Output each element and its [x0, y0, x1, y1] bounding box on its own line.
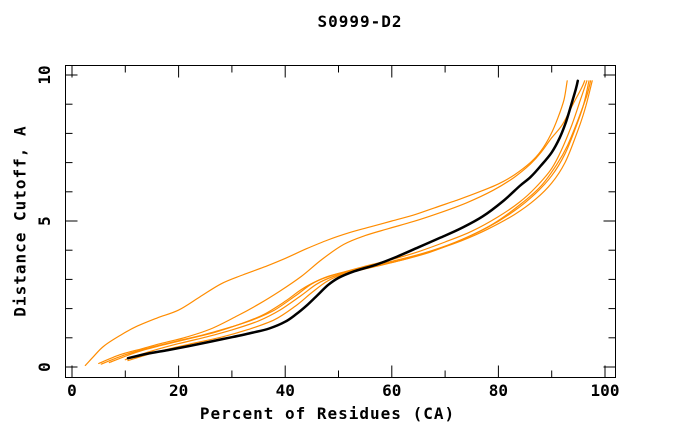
- axis-frame: [65, 65, 616, 378]
- x-tick-label: 80: [489, 381, 508, 400]
- curve-model-orange-5: [124, 80, 593, 361]
- x-tick-label: 20: [169, 381, 188, 400]
- x-axis-label: Percent of Residues (CA): [199, 404, 456, 423]
- plot-title: S0999-D2: [317, 12, 403, 31]
- curve-model-orange-6: [127, 80, 592, 362]
- x-tick-label: 60: [382, 381, 401, 400]
- y-tick-label: 10: [35, 65, 54, 84]
- x-tick-label: 0: [67, 381, 77, 400]
- curve-model-orange-outlier: [84, 80, 568, 367]
- y-tick-label: 0: [35, 362, 54, 372]
- y-tick-label: 5: [35, 216, 54, 226]
- curve-model-orange-3: [100, 80, 588, 365]
- curve-model-orange-2: [98, 80, 586, 365]
- x-tick-label: 100: [591, 381, 620, 400]
- curve-model-orange-4: [108, 80, 590, 364]
- curve-model-highlight-black: [126, 79, 580, 360]
- x-tick-label: 40: [276, 381, 295, 400]
